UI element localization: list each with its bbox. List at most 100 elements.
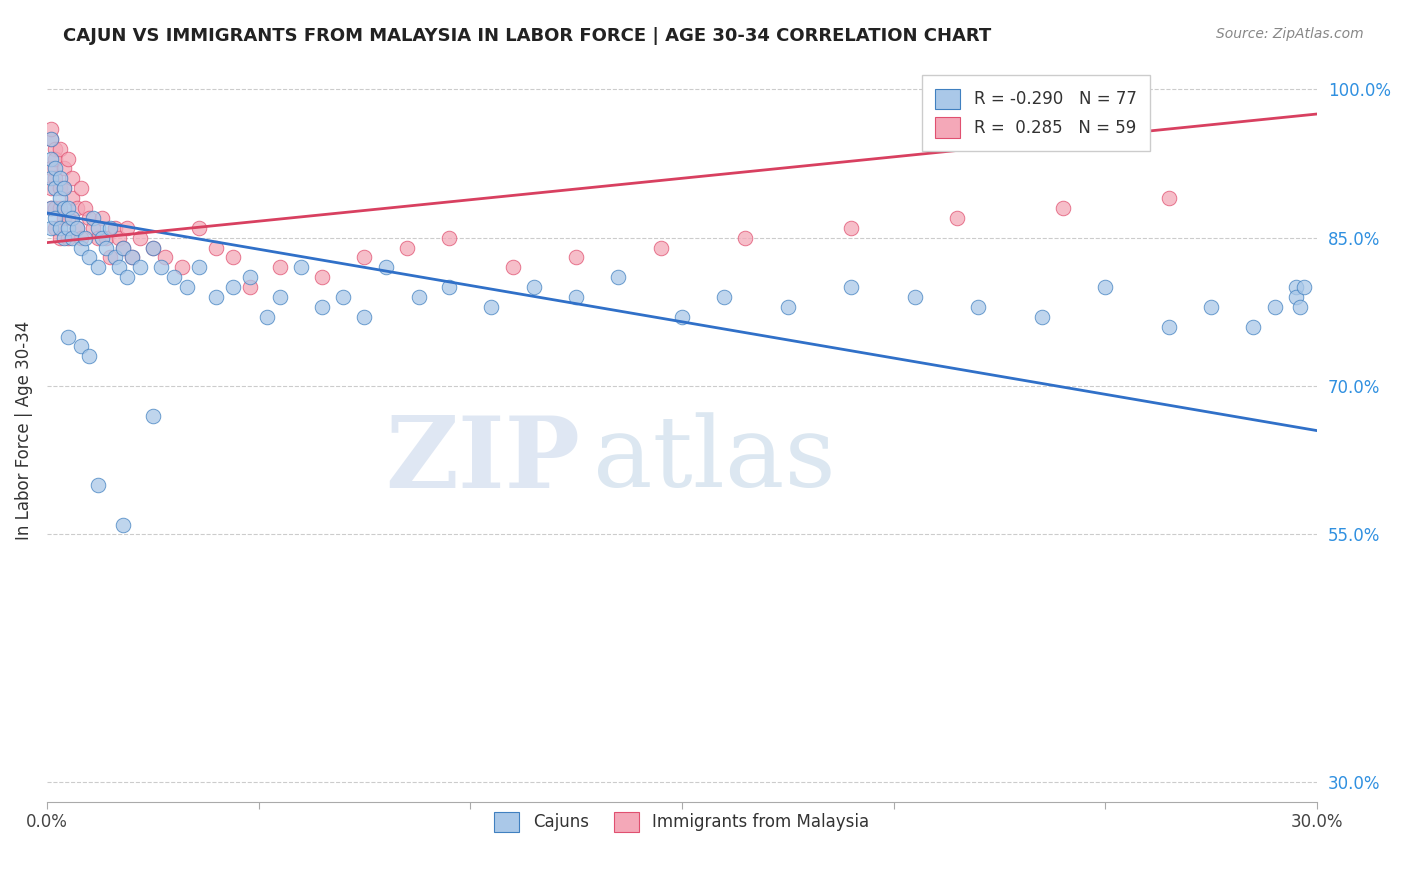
Point [44, 181, 66, 195]
Point [353, 310, 375, 324]
Point [353, 251, 375, 265]
Point [1157, 191, 1180, 205]
Point [112, 517, 135, 532]
Point [502, 260, 524, 275]
Point [1294, 280, 1316, 294]
Point [129, 230, 152, 244]
Point [86, 478, 108, 492]
Point [56, 211, 79, 225]
Point [437, 230, 460, 244]
Point [839, 220, 862, 235]
Point [239, 280, 262, 294]
Point [395, 241, 418, 255]
Point [56, 220, 79, 235]
Point [1094, 280, 1116, 294]
Point [650, 241, 672, 255]
Point [117, 220, 139, 235]
Point [73, 201, 96, 215]
Point [713, 290, 735, 304]
Point [56, 201, 79, 215]
Point [374, 260, 396, 275]
Point [1157, 319, 1180, 334]
Point [565, 251, 588, 265]
Point [1285, 290, 1308, 304]
Point [269, 260, 291, 275]
Text: Source: ZipAtlas.com: Source: ZipAtlas.com [1216, 27, 1364, 41]
Point [188, 220, 211, 235]
Point [1052, 201, 1074, 215]
Point [39, 132, 62, 146]
Point [39, 121, 62, 136]
Point [56, 329, 79, 343]
Point [52, 181, 75, 195]
Point [60, 171, 83, 186]
Legend: Cajuns, Immigrants from Malaysia: Cajuns, Immigrants from Malaysia [481, 798, 883, 846]
Point [904, 290, 927, 304]
Point [205, 241, 228, 255]
Point [222, 251, 245, 265]
Point [112, 241, 135, 255]
Point [52, 230, 75, 244]
Point [44, 171, 66, 186]
Point [82, 220, 104, 235]
Point [48, 181, 70, 195]
Point [56, 230, 79, 244]
Point [142, 241, 165, 255]
Point [69, 181, 91, 195]
Point [437, 280, 460, 294]
Point [967, 300, 990, 314]
Point [188, 260, 211, 275]
Point [48, 142, 70, 156]
Point [100, 220, 122, 235]
Point [222, 280, 245, 294]
Point [48, 220, 70, 235]
Point [77, 350, 100, 364]
Point [108, 230, 131, 244]
Point [52, 211, 75, 225]
Point [104, 251, 127, 265]
Point [69, 230, 91, 244]
Point [776, 300, 799, 314]
Point [65, 220, 87, 235]
Point [86, 220, 108, 235]
Point [479, 300, 502, 314]
Point [82, 211, 104, 225]
Point [60, 211, 83, 225]
Point [39, 161, 62, 176]
Point [1289, 300, 1312, 314]
Point [77, 211, 100, 225]
Point [256, 310, 278, 324]
Point [332, 290, 354, 304]
Point [121, 251, 143, 265]
Text: ZIP: ZIP [385, 412, 581, 508]
Point [69, 339, 91, 353]
Point [839, 280, 862, 294]
Point [946, 211, 969, 225]
Point [86, 260, 108, 275]
Point [96, 241, 118, 255]
Point [112, 241, 135, 255]
Point [269, 290, 291, 304]
Point [734, 230, 756, 244]
Point [311, 300, 333, 314]
Point [52, 201, 75, 215]
Point [48, 230, 70, 244]
Point [117, 270, 139, 285]
Point [65, 201, 87, 215]
Point [1241, 319, 1264, 334]
Point [44, 142, 66, 156]
Point [1031, 310, 1053, 324]
Point [39, 152, 62, 166]
Point [104, 220, 127, 235]
Point [39, 220, 62, 235]
Point [163, 270, 186, 285]
Point [239, 270, 262, 285]
Point [86, 230, 108, 244]
Point [44, 201, 66, 215]
Point [607, 270, 630, 285]
Point [39, 171, 62, 186]
Point [73, 230, 96, 244]
Point [60, 230, 83, 244]
Point [52, 181, 75, 195]
Point [523, 280, 546, 294]
